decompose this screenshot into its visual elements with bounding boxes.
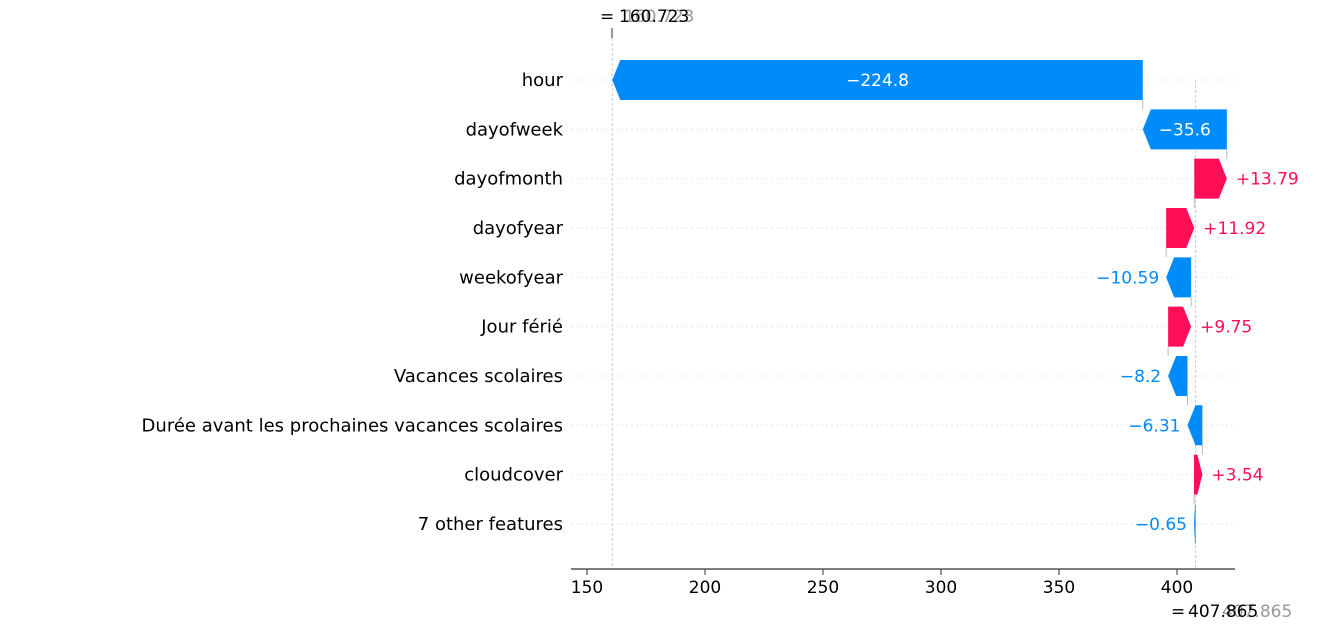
value-label: −0.65 — [1135, 515, 1187, 535]
negative-bar — [1194, 503, 1196, 544]
waterfall-row: hour −224.8 — [522, 60, 1235, 110]
negative-bar — [1166, 257, 1192, 298]
value-label: +11.92 — [1203, 219, 1266, 239]
value-label: −6.31 — [1128, 416, 1180, 436]
top-annotation-ghost: 160.723 — [624, 7, 694, 27]
value-label: +13.79 — [1236, 170, 1299, 190]
x-tick-label: 350 — [1043, 578, 1075, 598]
waterfall-row: Durée avant les prochaines vacances scol… — [142, 405, 1235, 455]
value-label: +3.54 — [1211, 466, 1263, 486]
positive-bar — [1194, 454, 1203, 495]
bottom-annotation: 407.865 = 407.865 — [1171, 602, 1292, 622]
waterfall-row: dayofyear +11.92 — [473, 207, 1266, 258]
negative-bar — [1168, 355, 1188, 396]
bottom-annotation-prefix: = — [1171, 602, 1185, 622]
bottom-annotation-ghost: 407.865 — [1222, 602, 1292, 622]
x-tick-label: 400 — [1161, 578, 1193, 598]
waterfall-row: weekofyear −10.59 — [459, 257, 1235, 307]
feature-label: cloudcover — [464, 465, 563, 486]
top-annotation-value: 160.723 — [619, 7, 689, 27]
positive-bar — [1166, 207, 1195, 248]
bottom-annotation-value: 407.865 — [1188, 602, 1258, 622]
x-tick-label: 300 — [925, 578, 957, 598]
waterfall-row: Jour férié +9.75 — [480, 306, 1252, 356]
feature-label: hour — [522, 70, 564, 91]
waterfall-row: Vacances scolaires −8.2 — [394, 355, 1235, 406]
x-tick-label: 150 — [571, 578, 603, 598]
waterfall-row: dayofweek −35.6 — [466, 109, 1235, 159]
value-label: −224.8 — [846, 71, 909, 91]
value-label: −10.59 — [1096, 268, 1159, 288]
feature-label: 7 other features — [418, 514, 563, 535]
positive-bar — [1194, 158, 1227, 199]
negative-bar — [1187, 405, 1203, 446]
waterfall-row: dayofmonth +13.79 — [454, 158, 1299, 208]
feature-label: dayofmonth — [454, 169, 563, 190]
value-label: −35.6 — [1159, 120, 1211, 140]
negative-bar — [612, 60, 1143, 100]
value-label: −8.2 — [1120, 367, 1161, 387]
top-annotation: 160.723 = 160.723 — [600, 7, 694, 38]
guide-lines — [611, 38, 1197, 569]
positive-bar — [1168, 306, 1192, 347]
value-label: +9.75 — [1200, 318, 1252, 338]
feature-label: dayofyear — [473, 218, 564, 239]
negative-bar — [1142, 109, 1227, 150]
waterfall-row: cloudcover +3.54 — [464, 454, 1263, 504]
feature-label: dayofweek — [466, 119, 564, 140]
waterfall-row: 7 other features −0.65 — [418, 503, 1235, 544]
feature-label: Jour férié — [480, 317, 563, 338]
x-tick-label: 250 — [807, 578, 839, 598]
feature-rows: hour −224.8 dayofweek −35.6 dayofmonth +13.79… — [142, 60, 1299, 544]
feature-label: Vacances scolaires — [394, 366, 563, 387]
x-axis: 150 200 250 300 350 400 — [571, 568, 1235, 598]
feature-label: weekofyear — [459, 267, 563, 288]
x-ticks: 150 200 250 300 350 400 — [571, 569, 1193, 598]
x-tick-label: 200 — [689, 578, 721, 598]
feature-label: Durée avant les prochaines vacances scol… — [142, 415, 563, 436]
top-annotation-prefix: = — [600, 7, 614, 27]
